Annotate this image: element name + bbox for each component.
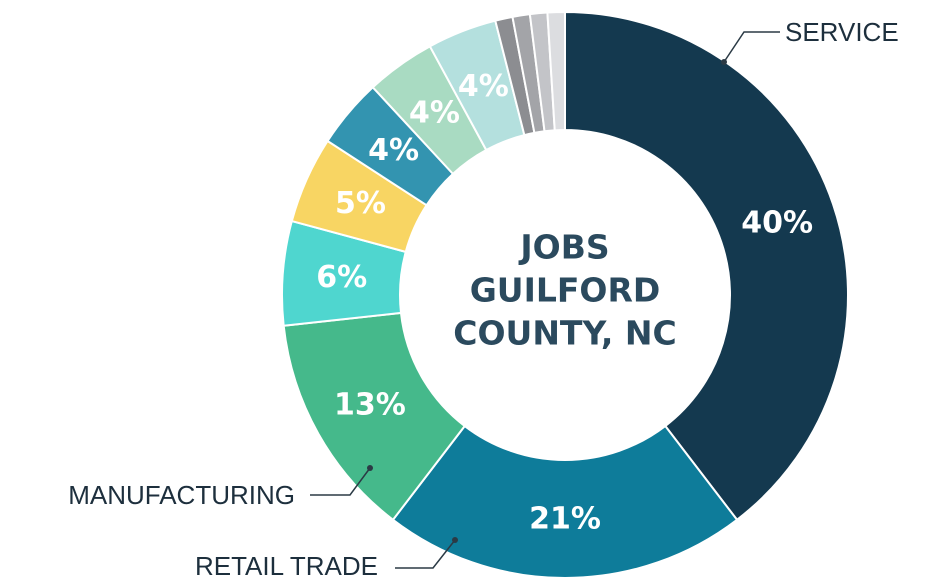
center-title: COUNTY, NC [453, 314, 677, 353]
slice-label: 13% [334, 387, 406, 422]
slice-labels: 40%21%13%6%5%4%4%4% [316, 69, 813, 537]
leader-line [723, 31, 780, 63]
leader-dot [367, 465, 373, 471]
center-title: GUILFORD [470, 271, 661, 310]
leader-line [310, 467, 371, 496]
slice-label: 4% [458, 69, 509, 104]
donut [281, 10, 849, 579]
slice [546, 10, 566, 132]
leader-dot [452, 537, 458, 543]
slice-label: 6% [316, 260, 367, 295]
slice-label: 4% [368, 133, 419, 168]
slice-label: 5% [335, 186, 386, 221]
leader-dot [721, 59, 727, 65]
category-label: RETAIL TRADE [195, 551, 378, 579]
center-title: JOBS [518, 228, 609, 267]
leader-line [395, 539, 456, 569]
slice-label: 4% [409, 95, 460, 130]
slice [391, 424, 739, 579]
category-label: SERVICE [785, 17, 899, 47]
category-label: MANUFACTURING [68, 480, 295, 510]
slice [564, 10, 849, 522]
slice-label: 21% [529, 502, 601, 537]
slice-label: 40% [741, 206, 813, 241]
